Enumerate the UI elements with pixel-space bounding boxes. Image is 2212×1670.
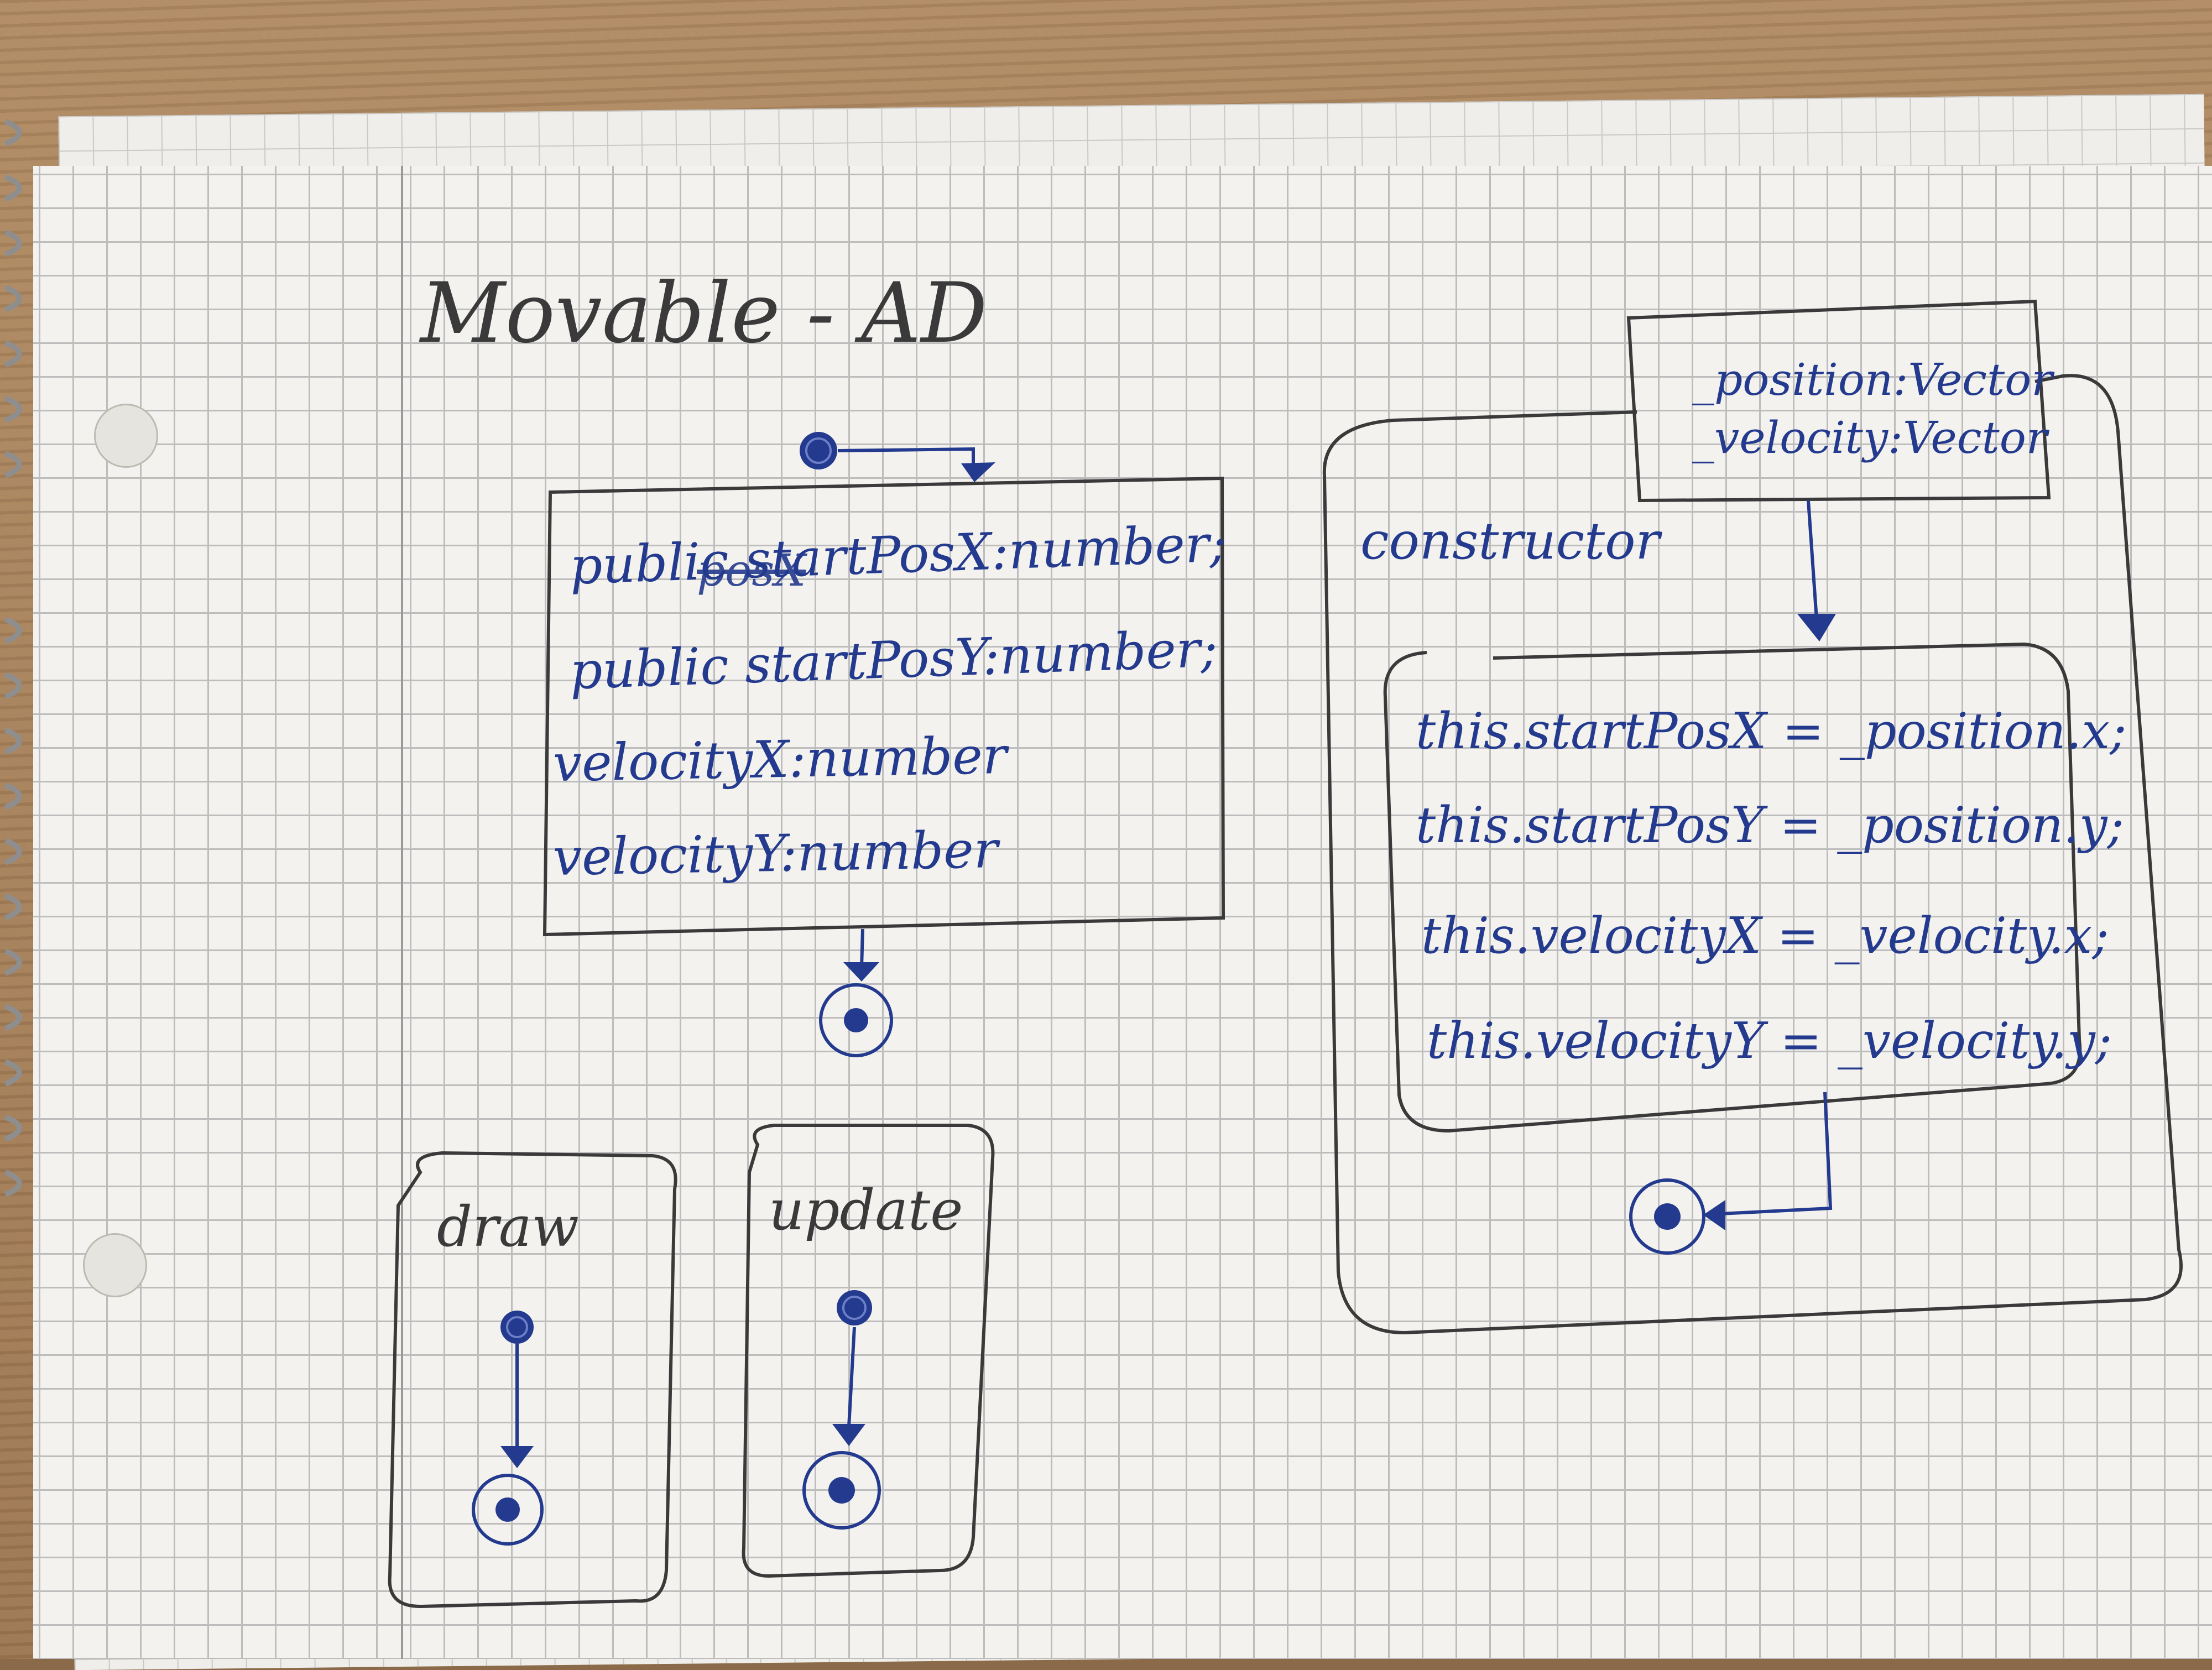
spiral-binding-icon: [4, 119, 22, 1197]
constructor-param-position: _position:Vector: [1692, 354, 2053, 405]
final-node-attributes: [819, 983, 893, 1057]
constructor-statement-1: this.startPosX = _position.x;: [1416, 702, 2127, 760]
arrow-body-to-end: [1703, 1092, 1833, 1230]
update-activity-frame: [742, 1124, 995, 1578]
initial-node-top: [800, 432, 837, 469]
constructor-param-velocity: _velocity:Vector: [1692, 412, 2048, 463]
constructor-activity-frame: [1322, 374, 2183, 1335]
attribute-line-4: velocityY:number: [552, 820, 999, 888]
draw-initial-node: [500, 1311, 534, 1344]
diagram-title: Movable - AD: [420, 265, 988, 362]
arrow-parameters-to-body: [1797, 500, 1836, 641]
draw-activity-label: draw: [437, 1194, 580, 1259]
struck-out-word: posX: [697, 545, 806, 596]
punch-hole-bottom: [83, 1233, 147, 1297]
attribute-line-3: velocityX:number: [552, 726, 1008, 794]
constructor-statement-2: this.startPosY = _position.y;: [1416, 796, 2124, 854]
update-activity-label: update: [769, 1178, 963, 1243]
constructor-final-node: [1629, 1178, 1705, 1255]
update-initial-node: [837, 1290, 872, 1325]
update-flow-arrow: [832, 1327, 865, 1446]
constructor-statement-4: this.velocityY = _velocity.y;: [1427, 1012, 2112, 1070]
constructor-parameters-box: [1626, 299, 2051, 503]
draw-final-node: [472, 1474, 544, 1546]
draw-activity-frame: [388, 1151, 677, 1609]
page-margin-line: [401, 166, 403, 1659]
punch-hole-top: [94, 404, 158, 468]
constructor-activity-label: constructor: [1360, 512, 1660, 571]
arrow-attributes-to-end: [843, 928, 879, 982]
attributes-box: [542, 476, 1225, 937]
constructor-body-box: [1383, 642, 2082, 1133]
constructor-statement-3: this.velocityX = _velocity.x;: [1421, 907, 2109, 965]
arrow-start-to-attributes: [837, 447, 995, 482]
draw-flow-arrow: [500, 1344, 534, 1468]
grid-paper-sheet: [33, 166, 2212, 1659]
update-final-node: [802, 1451, 881, 1530]
